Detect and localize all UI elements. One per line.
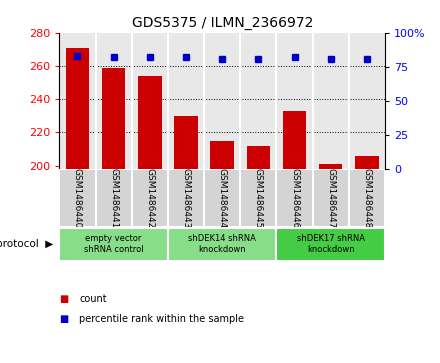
Text: empty vector
shRNA control: empty vector shRNA control: [84, 234, 143, 254]
Text: protocol  ▶: protocol ▶: [0, 239, 53, 249]
Bar: [59, 228, 168, 261]
Text: count: count: [79, 294, 107, 305]
Text: percentile rank within the sample: percentile rank within the sample: [79, 314, 244, 325]
Bar: [276, 228, 385, 261]
Text: GSM1486444: GSM1486444: [218, 168, 227, 228]
Text: shDEK17 shRNA
knockdown: shDEK17 shRNA knockdown: [297, 234, 365, 254]
Text: GSM1486445: GSM1486445: [254, 168, 263, 228]
Bar: [174, 116, 198, 169]
Text: GSM1486440: GSM1486440: [73, 168, 82, 228]
Bar: [240, 169, 276, 227]
Bar: [95, 169, 132, 227]
Text: GSM1486443: GSM1486443: [182, 168, 191, 228]
Text: ■: ■: [59, 314, 69, 325]
Text: GSM1486447: GSM1486447: [326, 168, 335, 228]
Bar: [355, 156, 379, 169]
Text: GSM1486448: GSM1486448: [363, 168, 371, 228]
Bar: [168, 169, 204, 227]
Bar: [59, 169, 95, 227]
Title: GDS5375 / ILMN_2366972: GDS5375 / ILMN_2366972: [132, 16, 313, 30]
Bar: [276, 169, 313, 227]
Bar: [132, 169, 168, 227]
Bar: [168, 228, 276, 261]
Bar: [319, 164, 342, 169]
Bar: [102, 68, 125, 169]
Text: GSM1486446: GSM1486446: [290, 168, 299, 228]
Bar: [246, 146, 270, 169]
Text: ■: ■: [59, 294, 69, 305]
Text: GSM1486441: GSM1486441: [109, 168, 118, 228]
Bar: [66, 48, 89, 169]
Bar: [349, 169, 385, 227]
Text: shDEK14 shRNA
knockdown: shDEK14 shRNA knockdown: [188, 234, 256, 254]
Bar: [283, 111, 306, 169]
Bar: [210, 141, 234, 169]
Text: GSM1486442: GSM1486442: [145, 168, 154, 228]
Bar: [138, 76, 161, 169]
Bar: [204, 169, 240, 227]
Bar: [313, 169, 349, 227]
